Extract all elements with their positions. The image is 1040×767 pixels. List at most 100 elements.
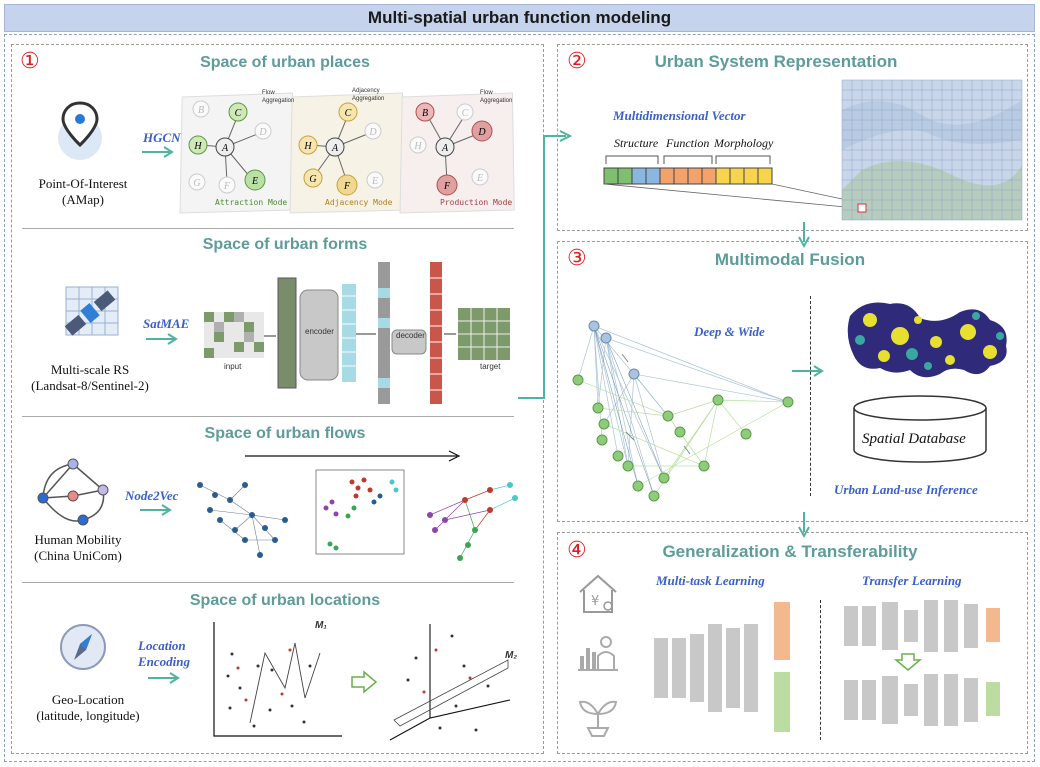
transfer-label: Transfer Learning <box>862 573 962 588</box>
location-encoding-method-1: Location <box>138 638 186 653</box>
arrow-location <box>148 672 180 684</box>
mode-label-attraction: Attraction Mode <box>215 198 288 207</box>
panel3-title: Multimodal Fusion <box>714 250 866 269</box>
panel2-title: Urban System Representation <box>654 52 898 71</box>
legend-adj-2: Adjacency <box>352 88 380 94</box>
urban-grid-map <box>841 79 1023 221</box>
arrow-hgcn <box>142 146 174 158</box>
poi-label: Point-Of-Interest <box>38 176 128 191</box>
panel4-title: Generalization & Transferability <box>662 542 918 561</box>
geolocation-label: Geo-Location <box>51 692 125 707</box>
svg-text:D: D <box>368 127 377 138</box>
legend-agg-2: Aggregation <box>352 96 385 102</box>
svg-text:D: D <box>477 127 486 138</box>
graph-modes: A C H E B D F G A C H G F D E A B D F C … <box>179 92 515 214</box>
part-function: Function <box>666 136 710 150</box>
vector-title: Multidimensional Vector <box>613 108 746 123</box>
mobility-sublabel: (China UniCom) <box>34 548 122 563</box>
deep-wide-model: Deep & Wide <box>694 324 765 339</box>
svg-text:E: E <box>371 176 378 187</box>
target-label: target <box>480 362 501 371</box>
svg-text:A: A <box>331 143 339 154</box>
legend-flow-3: Flow <box>480 90 493 96</box>
connector-arrow-1-2 <box>518 130 573 399</box>
legend-agg-1: Aggregation <box>262 98 295 104</box>
svg-text:H: H <box>413 141 422 152</box>
encoder-label: encoder <box>305 327 334 336</box>
house-price-icon: ¥ <box>579 574 617 613</box>
svg-text:C: C <box>235 108 242 119</box>
svg-text:E: E <box>251 176 258 187</box>
m1-label: M₁ <box>315 620 327 631</box>
population-chart-icon <box>578 636 618 671</box>
satmae-method: SatMAE <box>143 316 190 331</box>
mobility-network-icon <box>37 458 109 526</box>
node2vec-method: Node2Vec <box>125 488 179 503</box>
legend-agg-3: Aggregation <box>480 98 513 104</box>
arrow-2-3 <box>798 222 810 249</box>
svg-text:F: F <box>443 181 451 192</box>
location-encoding-method-2: Encoding <box>138 654 191 669</box>
svg-text:F: F <box>223 181 231 192</box>
colored-network <box>427 482 518 561</box>
rs-label: Multi-scale RS <box>50 362 130 377</box>
fusion-separator <box>810 296 811 496</box>
poi-icon <box>58 101 102 160</box>
divider-3 <box>22 582 514 583</box>
panel-multimodal-fusion <box>557 241 1028 522</box>
inference-label: Urban Land-use Inference <box>834 482 978 497</box>
location-2d-plot <box>213 622 342 737</box>
input-grid <box>204 312 264 358</box>
decoder-label: decoder <box>396 331 425 340</box>
input-label: input <box>224 362 242 371</box>
transform-arrow <box>351 670 378 694</box>
part-morphology: Morphology <box>714 136 774 150</box>
land-use-map <box>847 302 1007 378</box>
svg-text:G: G <box>193 178 200 189</box>
multitask-network <box>654 602 790 732</box>
arrow-to-inference <box>792 365 824 377</box>
flow-timeline-arrow <box>245 450 461 462</box>
svg-text:B: B <box>422 108 428 119</box>
multidimensional-vector <box>603 155 857 209</box>
panel3-number: ③ <box>567 246 587 271</box>
panel2-number: ② <box>567 49 587 74</box>
legend-flow-1: Flow <box>262 90 275 96</box>
outer-frame <box>4 34 1035 762</box>
part-structure: Structure <box>614 136 659 150</box>
arrow-node2vec <box>140 504 172 516</box>
svg-text:F: F <box>343 181 351 192</box>
svg-text:H: H <box>303 141 312 152</box>
mobility-label: Human Mobility <box>34 532 122 547</box>
m2-label: M₂ <box>505 650 518 661</box>
places-title: Space of urban places <box>200 54 370 71</box>
rs-sublabel: (Landsat-8/Sentinel-2) <box>31 378 149 393</box>
location-3d-plot <box>389 624 511 741</box>
panel-urban-system-representation <box>557 44 1028 231</box>
satellite-icon <box>64 286 119 336</box>
panel4-separator <box>820 600 821 740</box>
svg-text:D: D <box>258 127 267 138</box>
svg-text:G: G <box>309 174 316 185</box>
node-a1: A <box>221 143 229 154</box>
mode-label-adjacency: Adjacency Mode <box>325 198 393 207</box>
fusion-graph <box>572 320 794 502</box>
divider-2 <box>22 416 514 417</box>
compass-icon <box>60 624 106 670</box>
satmae-architecture <box>204 262 510 404</box>
database-label: Spatial Database <box>862 431 966 447</box>
forms-title: Space of urban forms <box>202 236 368 253</box>
locations-title: Space of urban locations <box>189 592 381 609</box>
arrow-satmae <box>146 333 178 345</box>
svg-text:C: C <box>345 108 352 119</box>
main-title: Multi-spatial urban function modeling <box>4 4 1035 32</box>
panel4-number: ④ <box>567 538 587 563</box>
embedding-scatter <box>315 469 405 555</box>
mode-label-production: Production Mode <box>440 198 513 207</box>
svg-text:¥: ¥ <box>591 594 599 609</box>
svg-text:H: H <box>193 141 202 152</box>
flows-title: Space of urban flows <box>204 425 366 442</box>
svg-text:E: E <box>476 173 483 184</box>
arrow-3-4 <box>798 512 810 539</box>
panel1-number: ① <box>20 49 40 74</box>
